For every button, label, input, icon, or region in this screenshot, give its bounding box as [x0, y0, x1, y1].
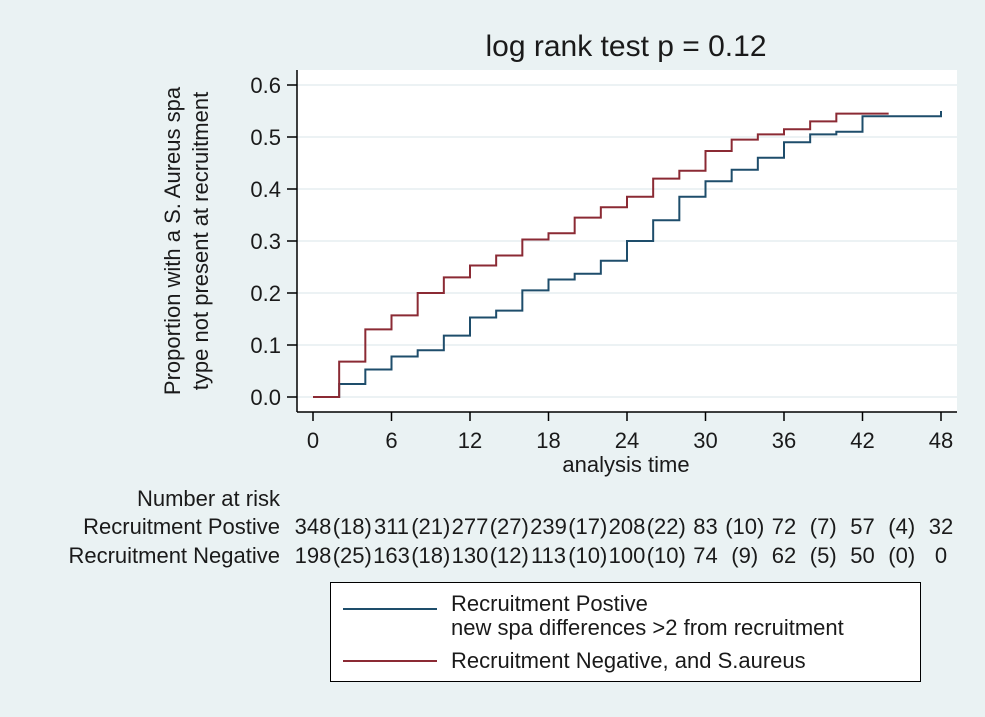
- risk-cell: 62: [772, 543, 796, 568]
- risk-table-values: 348 (18) 311 (21) 277 (27) 239 (17) 208 (22) 83 (10…: [295, 514, 954, 568]
- x-tick-label: 36: [772, 428, 796, 453]
- x-tick-label: 24: [615, 428, 639, 453]
- legend-swatch-positive: [343, 608, 437, 610]
- x-axis-label: analysis time: [562, 452, 689, 477]
- risk-cell: (7): [810, 514, 837, 539]
- tick-labels: 0.0 0.1 0.2 0.3 0.4 0.5 0.6 0 6 12 18 24 30 36 42 48: [250, 73, 953, 453]
- risk-header: Number at risk: [137, 486, 281, 511]
- axes: [287, 70, 957, 421]
- x-tick-label: 48: [929, 428, 953, 453]
- x-tick-label: 18: [536, 428, 560, 453]
- legend-swatch-negative: [343, 660, 437, 662]
- y-tick-label: 0.3: [250, 229, 281, 254]
- risk-cell: 113: [531, 543, 566, 568]
- risk-cell: 277: [452, 514, 489, 539]
- risk-cell: 0: [935, 543, 947, 568]
- y-tick-label: 0.2: [250, 281, 281, 306]
- risk-cell: (21): [411, 514, 450, 539]
- x-tick-label: 6: [385, 428, 397, 453]
- risk-cell: 311: [374, 514, 409, 539]
- risk-cell: (27): [490, 514, 529, 539]
- legend: Recruitment Postive new spa differences …: [330, 582, 921, 682]
- risk-cell: 208: [609, 514, 646, 539]
- legend-label-positive-line2: new spa differences >2 from recruitment: [451, 615, 844, 640]
- x-tick-label: 12: [458, 428, 482, 453]
- risk-cell: 74: [693, 543, 717, 568]
- grid: [297, 84, 957, 398]
- risk-cell: 83: [693, 514, 717, 539]
- y-tick-label: 0.6: [250, 73, 281, 98]
- y-tick-label: 0.1: [250, 333, 281, 358]
- risk-cell: 72: [772, 514, 796, 539]
- risk-cell: (5): [810, 543, 837, 568]
- risk-cell: 348: [295, 514, 332, 539]
- risk-cell: (12): [490, 543, 529, 568]
- risk-cell: (10): [647, 543, 686, 568]
- risk-cell: 57: [850, 514, 874, 539]
- risk-cell: 100: [609, 543, 646, 568]
- risk-cell: 32: [929, 514, 953, 539]
- series-lines: [313, 111, 942, 398]
- risk-cell: 130: [452, 543, 489, 568]
- risk-cell: (17): [568, 514, 607, 539]
- y-axis-label-line1: Proportion with a S. Aureus spa: [160, 86, 185, 395]
- risk-cell: (18): [411, 543, 450, 568]
- risk-cell: (25): [333, 543, 372, 568]
- x-tick-label: 30: [693, 428, 717, 453]
- risk-cell: (4): [888, 514, 915, 539]
- x-tick-label: 0: [307, 428, 319, 453]
- risk-cell: 239: [530, 514, 567, 539]
- series-line-negative: [313, 112, 889, 398]
- x-tick-label: 42: [850, 428, 874, 453]
- risk-cell: (10): [725, 514, 764, 539]
- risk-cell: 50: [850, 543, 874, 568]
- risk-cell: 163: [373, 543, 410, 568]
- y-axis-label-line2: type not present at recruitment: [188, 92, 213, 390]
- risk-row-label-positive: Recruitment Postive: [83, 514, 280, 539]
- risk-cell: (0): [888, 543, 915, 568]
- risk-cell: (22): [647, 514, 686, 539]
- legend-label-positive-line1: Recruitment Postive: [451, 591, 648, 616]
- y-tick-label: 0.5: [250, 125, 281, 150]
- series-line-positive: [313, 111, 942, 398]
- risk-cell: (9): [731, 543, 758, 568]
- risk-row-label-negative: Recruitment Negative: [68, 543, 280, 568]
- legend-label-negative: Recruitment Negative, and S.aureus: [451, 648, 806, 673]
- risk-cell: (10): [568, 543, 607, 568]
- chart-title: log rank test p = 0.12: [485, 30, 766, 63]
- y-tick-label: 0.0: [250, 385, 281, 410]
- risk-cell: (18): [333, 514, 372, 539]
- y-tick-label: 0.4: [250, 177, 281, 202]
- risk-cell: 198: [295, 543, 332, 568]
